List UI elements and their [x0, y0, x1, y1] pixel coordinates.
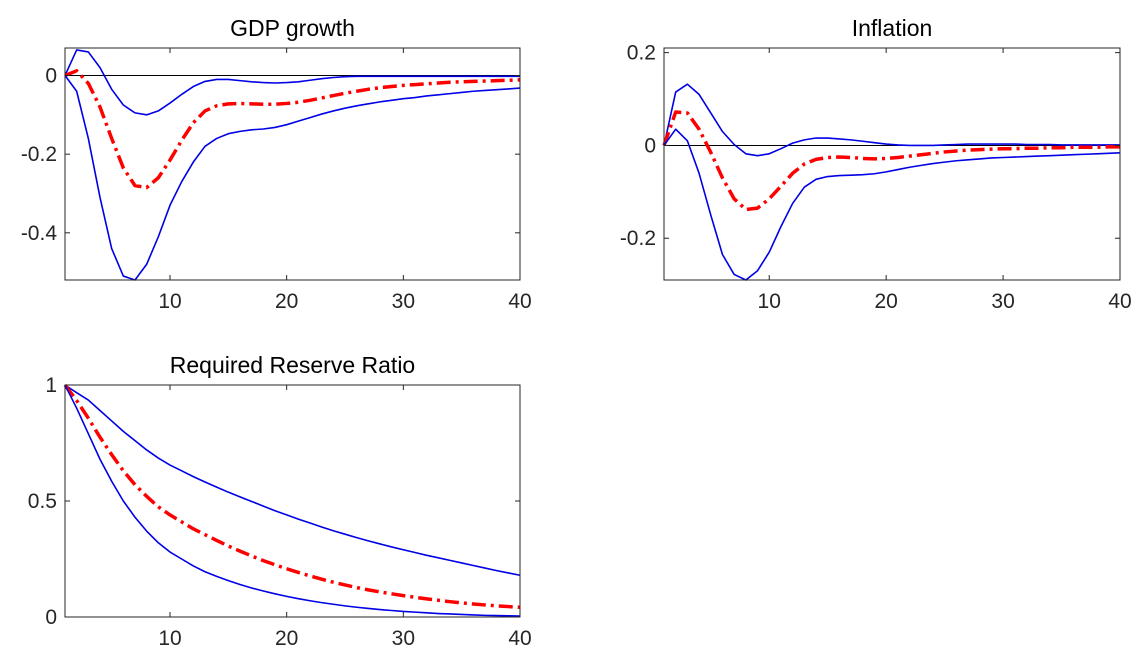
series-upper-line — [64, 384, 521, 577]
x-tick-label: 20 — [275, 627, 298, 650]
y-tick-label: 0.5 — [28, 490, 57, 513]
x-tick-label: 30 — [991, 290, 1014, 313]
panel-gdp-growth: GDP growth 10 20 30 40 -0.4 -0.2 0 — [21, 15, 532, 313]
series-median-line — [64, 69, 521, 190]
axes-frame — [64, 384, 521, 618]
y-tick-label: 0 — [45, 65, 57, 88]
series-median-line — [63, 383, 521, 610]
x-tick-label: 10 — [758, 290, 781, 313]
x-tick-label: 40 — [508, 290, 531, 313]
y-tick-label: -0.2 — [620, 227, 656, 250]
y-tick-label: -0.2 — [21, 143, 57, 166]
series-lower-line — [64, 384, 521, 617]
series-upper-line — [64, 49, 520, 116]
x-tick-label: 40 — [508, 627, 531, 650]
panel-title: Required Reserve Ratio — [170, 352, 415, 378]
series-lower-line — [663, 128, 1121, 281]
x-tick-label: 30 — [392, 290, 415, 313]
panel-title: Inflation — [852, 15, 933, 41]
axes-frame — [663, 47, 1121, 281]
panel-inflation: Inflation 10 20 30 40 -0.2 0 0.2 — [620, 15, 1132, 313]
y-tick-label: 0.2 — [627, 42, 656, 65]
series-lower-line — [64, 75, 521, 281]
y-tick-label: 0 — [45, 606, 57, 629]
panel-title: GDP growth — [230, 15, 355, 41]
y-tick-label: 0 — [644, 134, 656, 157]
x-tick-label: 10 — [158, 627, 181, 650]
axes-frame — [64, 47, 521, 281]
x-tick-label: 10 — [158, 290, 181, 313]
series-upper-line — [663, 83, 1120, 157]
x-tick-label: 30 — [392, 627, 415, 650]
panel-required-reserve-ratio: Required Reserve Ratio 10 20 30 40 0 0.5 1 — [28, 352, 532, 650]
series-median-line — [662, 110, 1120, 212]
y-tick-label: 1 — [45, 374, 57, 397]
x-tick-label: 20 — [275, 290, 298, 313]
y-tick-label: -0.4 — [21, 222, 58, 245]
x-tick-label: 40 — [1108, 290, 1131, 313]
x-tick-label: 20 — [874, 290, 897, 313]
